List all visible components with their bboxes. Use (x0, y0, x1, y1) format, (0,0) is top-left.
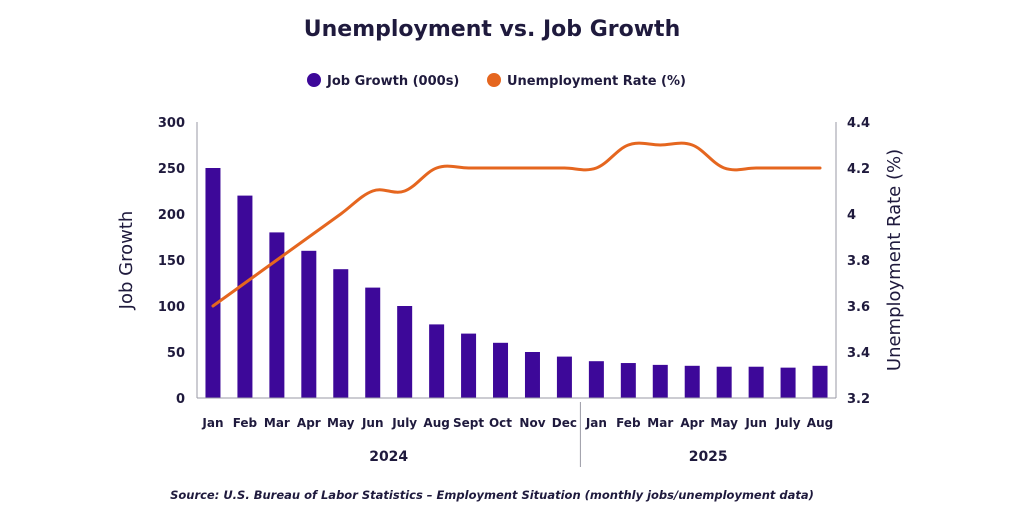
bar-series-job-growth (205, 168, 828, 398)
x-tick-label: Dec (552, 416, 577, 430)
y2-tick-label: 3.4 (847, 346, 870, 361)
legend-swatch-unemployment-rate (487, 73, 501, 87)
bar-job-growth-8 (461, 333, 477, 398)
x-tick-label: Mar (647, 416, 673, 430)
x-tick-label: Feb (233, 416, 258, 430)
y-tick-label: 200 (158, 208, 185, 223)
y-tick-label: 300 (158, 116, 185, 131)
y2-tick-label: 3.8 (847, 254, 870, 269)
bar-job-growth-12 (588, 361, 604, 398)
legend-label-unemployment-rate: Unemployment Rate (%) (507, 74, 686, 89)
y2-tick-label: 3.2 (847, 392, 870, 407)
y-tick-label: 250 (158, 162, 185, 177)
line-unemployment-rate (211, 141, 822, 308)
y2-tick-label: 4.4 (847, 116, 870, 131)
bar-job-growth-5 (365, 287, 381, 398)
x-tick-label: July (391, 416, 417, 430)
x-tick-label: May (327, 416, 355, 430)
x-tick-label: July (775, 416, 801, 430)
bar-job-growth-0 (205, 168, 221, 398)
year-groups: 2024 2025 (369, 402, 728, 467)
axes (196, 122, 837, 399)
x-tick-label: Feb (616, 416, 641, 430)
bar-job-growth-3 (301, 250, 317, 398)
x-tick-label: Jun (361, 416, 384, 430)
bar-job-growth-1 (237, 195, 253, 398)
chart-title: Unemployment vs. Job Growth (304, 17, 680, 42)
x-tick-label: Jun (744, 416, 767, 430)
y-axis-ticks: 0 50 100 150 200 250 300 (158, 116, 185, 407)
bar-job-growth-19 (812, 365, 828, 398)
y-axis-label: Job Growth (116, 211, 137, 311)
y-tick-label: 50 (167, 346, 185, 361)
bar-job-growth-2 (269, 232, 285, 398)
legend-label-job-growth: Job Growth (000s) (326, 74, 459, 89)
bar-job-growth-18 (780, 367, 796, 398)
x-tick-label: Aug (807, 416, 833, 430)
bar-job-growth-14 (652, 364, 668, 398)
line-series-unemployment-rate (211, 141, 822, 308)
y2-axis-label: Unemployment Rate (%) (884, 149, 905, 371)
y2-tick-label: 4 (847, 208, 856, 223)
x-tick-label: Nov (519, 416, 545, 430)
bar-job-growth-10 (524, 352, 540, 398)
legend: Job Growth (000s) Unemployment Rate (%) (307, 73, 686, 89)
bar-job-growth-13 (620, 363, 636, 398)
bar-job-growth-17 (748, 366, 764, 398)
bar-job-growth-4 (333, 269, 349, 398)
source-note: Source: U.S. Bureau of Labor Statistics … (170, 488, 814, 502)
x-tick-label: Apr (297, 416, 321, 430)
y-tick-label: 0 (176, 392, 185, 407)
x-tick-label: Mar (264, 416, 290, 430)
y2-tick-label: 4.2 (847, 162, 870, 177)
bar-job-growth-15 (684, 365, 700, 398)
y-tick-label: 100 (158, 300, 185, 315)
x-tick-label: Jan (201, 416, 223, 430)
bar-job-growth-9 (493, 342, 509, 398)
x-tick-label: Sept (453, 416, 484, 430)
x-tick-label: Jan (585, 416, 607, 430)
y-tick-label: 150 (158, 254, 185, 269)
x-axis-ticks: Jan Feb Mar Apr May Jun July Aug Sept Oct Nov Dec Ja… (201, 416, 833, 430)
year-label-2024: 2024 (369, 449, 408, 465)
bar-job-growth-16 (716, 366, 732, 398)
legend-swatch-job-growth (307, 73, 321, 87)
x-tick-label: Oct (489, 416, 512, 430)
y2-tick-label: 3.6 (847, 300, 870, 315)
y2-axis-ticks: 3.2 3.4 3.6 3.8 4 4.2 4.4 (847, 116, 870, 407)
bar-job-growth-11 (556, 356, 572, 398)
x-tick-label: Apr (680, 416, 704, 430)
bar-job-growth-6 (397, 306, 413, 398)
x-tick-label: Aug (423, 416, 449, 430)
year-label-2025: 2025 (689, 449, 728, 465)
x-tick-label: May (710, 416, 738, 430)
bar-job-growth-7 (429, 324, 445, 398)
